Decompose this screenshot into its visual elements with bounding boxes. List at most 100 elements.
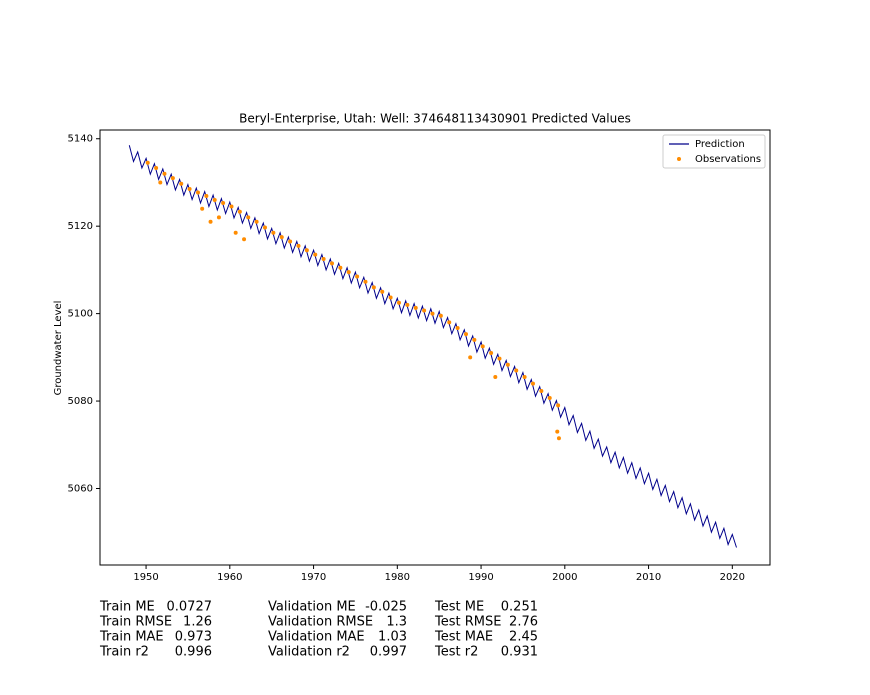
observation-point (539, 389, 544, 393)
observation-point (493, 375, 498, 380)
observation-point (468, 355, 473, 360)
observation-point (145, 160, 150, 165)
observation-point (329, 261, 334, 266)
observation-point (262, 225, 267, 230)
observation-point (455, 326, 460, 331)
observation-point (296, 243, 301, 248)
x-tick-label: 1960 (217, 572, 242, 583)
y-tick-label: 5140 (68, 134, 93, 145)
observation-point (489, 350, 494, 355)
observation-point (346, 270, 351, 275)
x-tick-label: 1990 (468, 572, 493, 583)
y-tick-label: 5080 (68, 396, 93, 407)
metric-label: Test RMSE (434, 615, 501, 630)
legend-box (662, 134, 766, 169)
observation-point (208, 219, 213, 224)
y-tick-label: 5060 (68, 483, 93, 494)
x-tick-label: 1980 (385, 572, 410, 583)
observation-point (221, 201, 226, 206)
observation-point (179, 181, 184, 186)
observation-point (162, 171, 167, 176)
metric-label: Validation MAE (268, 630, 365, 645)
observation-point (422, 308, 427, 313)
metric-label: Train MAE (99, 630, 164, 645)
x-tick-label: 2000 (552, 572, 577, 583)
observation-point (472, 337, 477, 342)
observation-point (438, 313, 443, 318)
observation-point (463, 332, 468, 337)
observation-point (242, 237, 247, 242)
observation-point (522, 375, 527, 380)
observation-point (371, 285, 376, 290)
metric-value: 1.03 (378, 630, 407, 645)
x-tick-label: 2020 (720, 572, 745, 583)
observation-point (396, 300, 401, 305)
observation-point (229, 204, 234, 209)
observation-point (158, 180, 163, 185)
observation-point (170, 176, 175, 181)
metric-value: 2.76 (509, 615, 538, 630)
observation-point (288, 239, 293, 244)
y-axis-label: Groundwater Level (53, 301, 64, 396)
observation-point (313, 252, 318, 257)
observation-point (505, 362, 510, 367)
observation-point (480, 344, 485, 349)
observation-point (447, 320, 452, 325)
metric-value: 0.997 (370, 645, 407, 660)
metric-label: Validation ME (268, 600, 356, 615)
observation-point (530, 381, 535, 386)
observation-point (380, 289, 385, 294)
legend-label: Prediction (695, 139, 745, 150)
legend-marker (677, 157, 681, 161)
observation-point (338, 265, 343, 270)
metric-value: 0.251 (501, 600, 538, 615)
metric-value: 0.996 (175, 645, 212, 660)
metric-label: Validation RMSE (268, 615, 373, 630)
metric-label: Validation r2 (268, 645, 350, 660)
observation-point (388, 295, 393, 300)
x-tick-label: 1950 (133, 572, 158, 583)
metric-label: Test ME (434, 600, 484, 615)
y-tick-label: 5120 (68, 221, 93, 232)
metric-value: 1.26 (183, 615, 212, 630)
observation-point (497, 356, 502, 361)
observation-point (237, 209, 242, 214)
observation-point (405, 302, 410, 307)
x-tick-label: 1970 (301, 572, 326, 583)
metric-value: 0.0727 (167, 600, 213, 615)
metric-label: Test MAE (434, 630, 493, 645)
observation-point (514, 368, 519, 373)
observation-point (271, 230, 276, 235)
metric-label: Test r2 (434, 645, 478, 660)
observation-point (555, 429, 560, 434)
metric-label: Train r2 (99, 645, 149, 660)
observation-point (187, 187, 192, 192)
observation-point (363, 279, 368, 284)
legend-label: Observations (695, 154, 761, 165)
observation-point (254, 219, 259, 224)
observation-point (430, 311, 435, 316)
observation-point (321, 256, 326, 261)
observation-point (279, 235, 284, 240)
plot-frame (99, 129, 771, 566)
y-tick-label: 5100 (68, 309, 93, 320)
metric-value: 2.45 (509, 630, 538, 645)
observation-point (233, 230, 238, 235)
observation-point (154, 166, 159, 171)
metric-value: 0.973 (175, 630, 212, 645)
observation-point (304, 248, 309, 253)
prediction-line (128, 145, 737, 548)
observation-point (556, 436, 561, 441)
observation-point (355, 274, 360, 279)
observation-point (246, 215, 251, 220)
observation-point (413, 305, 418, 310)
observation-point (212, 197, 217, 202)
observation-point (200, 206, 205, 211)
observation-point (547, 395, 552, 400)
observation-point (195, 190, 200, 195)
chart-title: Beryl-Enterprise, Utah: Well: 3746481134… (239, 112, 631, 126)
observation-point (216, 215, 221, 220)
x-tick-label: 2010 (636, 572, 661, 583)
